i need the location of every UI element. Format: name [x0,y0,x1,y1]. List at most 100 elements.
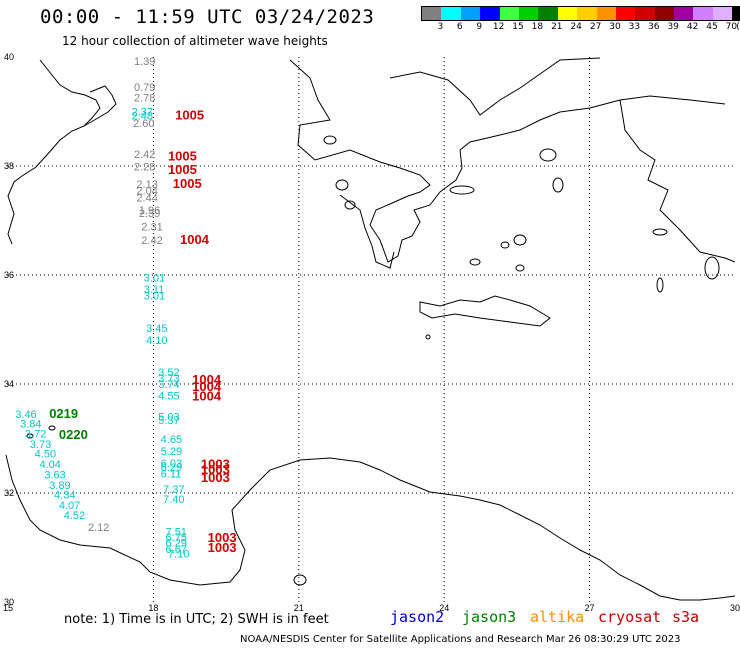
wave-height-value: 2.42 [134,149,155,161]
pass-time: 1003 [208,530,237,545]
wave-height-value: 2.42 [141,235,162,247]
island-evia [449,185,475,195]
longitude-label: 27 [585,603,595,613]
pass-time: 0220 [59,427,88,442]
color-scale-label: 21 [551,22,563,32]
wave-height-value: 7.40 [163,494,184,506]
wave-height-value: 7.10 [168,548,189,560]
latitude-label: 36 [4,270,14,280]
island-santorini [515,264,525,272]
latitude-label: 34 [4,379,14,389]
color-scale-label: 42 [686,22,699,32]
pass-time: 1005 [175,108,204,123]
longitude-label: 30 [730,603,740,613]
coastline-balkans [289,59,726,263]
wave-height-value: 3.01 [144,273,165,285]
wave-height-value: 4.52 [64,510,85,522]
wave-height-value: 6.75 [166,532,187,544]
wave-height-value: 5.03 [158,412,179,424]
color-scale-label: 33 [628,22,641,32]
color-swatch [732,7,740,20]
wave-height-value: 3.63 [44,469,65,481]
color-swatch [693,7,713,20]
legend-jason2: jason2 [390,608,445,626]
color-swatch [674,7,694,20]
wave-height-value: 3.46 [15,409,36,421]
wave-height-value: 6.29 [161,462,182,474]
latitude-label: 38 [4,161,14,171]
color-swatch [499,7,519,20]
wave-height-value: 2.31 [141,221,162,233]
graticule-labels: 15 18 21 24 27 30 40 38 36 34 32 30 [3,52,740,613]
wave-height-value: 4.50 [35,449,56,461]
coastline-crete [419,295,551,327]
graticule [8,57,735,602]
latitude-label: 40 [4,52,14,62]
color-scale-label: 9 [476,22,483,32]
color-scale-label: (ft) [736,22,740,32]
map-note: note: 1) Time is in UTC; 2) SWH is in fe… [64,612,329,627]
map-subtitle: 12 hour collection of altimeter wave hei… [62,34,328,48]
island-lampedusa [26,433,34,439]
pass-time: 1003 [201,462,230,477]
coastline-north-aegean [389,57,601,116]
island-corfu [323,135,337,145]
wave-height-value: 4.34 [54,489,75,501]
wave-height-value: 1.39 [134,56,155,68]
longitude-label: 21 [294,603,304,613]
wave-height-value: 2.39 [139,208,160,220]
color-swatch [654,7,675,20]
color-scale-label: 30 [609,22,621,32]
wave-height-value: 3.52 [158,367,179,379]
color-scale-bar [421,6,740,21]
island-malta [48,425,56,431]
island-naxos [513,234,527,246]
legend-jason3: jason3 [462,608,517,626]
wave-height-value: 2.04 [136,185,157,197]
wave-height-value: 5.37 [158,415,179,427]
latitude-label: 32 [4,488,14,498]
color-scale-label: 70 [725,22,738,32]
color-scale-label: 15 [512,22,524,32]
wave-height-value: 3.11 [144,284,165,296]
wave-height-value: 7.51 [166,527,187,539]
pass-time: 1004 [180,232,210,247]
pass-time: 1004 [192,388,222,403]
color-swatch [441,7,461,20]
wave-height-value: 2.13 [136,179,157,191]
map-footer: NOAA/NESDIS Center for Satellite Applica… [240,634,681,645]
coastline-anatolia [619,99,736,263]
wave-height-value: 2.37 [132,106,153,118]
wave-height-value: 6.29 [166,537,187,549]
pass-time-labels: 1005100510051005100410041004100410031003… [49,108,236,555]
island-kefalonia [335,179,349,191]
coastline-italy [7,59,101,245]
map-frame [8,57,735,602]
wave-height-value: 2.12 [88,522,109,534]
island-zakynthos [344,200,356,210]
color-swatch [596,7,616,20]
wave-height-value: 4.10 [146,335,167,347]
color-scale-label: 18 [531,22,544,32]
wave-height-value: 3.84 [20,419,41,431]
color-swatch [538,7,558,20]
wave-height-value: 4.65 [161,434,182,446]
wave-height-observations: 1.390.792.782.372.482.602.422.282.132.04… [15,56,189,560]
island-paros [500,241,510,249]
legend-altika: altika [530,608,585,626]
wave-height-value: 4.04 [40,459,61,471]
color-scale-label: 36 [648,22,660,32]
color-scale-label: 3 [437,22,444,32]
legend-s3a: s3a [672,608,700,626]
wave-height-value: 4.55 [158,390,179,402]
pass-time: 1005 [168,149,197,164]
wave-height-value: 1.96 [139,205,160,217]
wave-height-value: 0.79 [134,82,155,94]
color-scale-label: 39 [667,22,679,32]
wave-height-value: 6.11 [161,469,182,481]
island-gavdos [425,334,431,340]
island-chios [552,177,564,193]
wave-height-value: 3.45 [146,323,167,335]
